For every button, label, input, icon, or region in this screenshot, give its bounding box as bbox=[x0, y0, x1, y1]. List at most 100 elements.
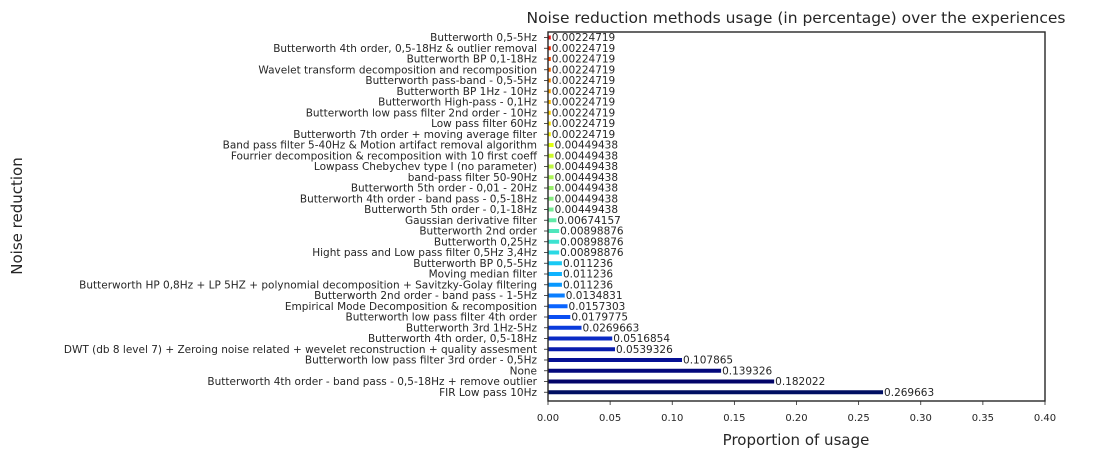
bar bbox=[548, 164, 554, 169]
bar bbox=[548, 46, 551, 51]
value-label: 0.0516854 bbox=[613, 333, 670, 345]
x-tick-label: 0.00 bbox=[537, 413, 559, 424]
value-label: 0.0157303 bbox=[569, 301, 626, 313]
value-labels: 0.002247190.002247190.002247190.00224719… bbox=[552, 32, 934, 399]
bar bbox=[548, 272, 562, 276]
category-label: Butterworth BP 1Hz - 10Hz bbox=[397, 86, 538, 98]
value-label: 0.00224719 bbox=[552, 129, 615, 141]
category-label: FIR Low pass 10Hz bbox=[439, 387, 537, 399]
bar bbox=[548, 35, 551, 40]
bar bbox=[548, 175, 554, 180]
category-label: Wavelet transform decomposition and reco… bbox=[258, 64, 537, 76]
bar bbox=[548, 325, 582, 330]
value-label: 0.00449438 bbox=[555, 161, 618, 173]
bar bbox=[548, 229, 560, 233]
bar bbox=[548, 121, 551, 126]
category-label: Gaussian derivative filter bbox=[405, 215, 538, 227]
category-label: None bbox=[510, 365, 537, 377]
category-label: Butterworth 3rd 1Hz-5Hz bbox=[406, 322, 538, 334]
category-label: Empirical Mode Decomposition & recomposi… bbox=[285, 301, 537, 313]
category-label: Butterworth 7th order + moving average f… bbox=[293, 129, 537, 141]
bar bbox=[548, 196, 554, 201]
x-tick-label: 0.15 bbox=[723, 413, 745, 424]
x-tick-label: 0.40 bbox=[1034, 413, 1056, 424]
category-label: Butterworth low pass filter 4th order bbox=[345, 312, 537, 324]
x-axis-ticks: 0.00 0.05 0.10 0.15 0.20 0.25 0.30 0.35 0.40 bbox=[537, 401, 1056, 424]
bar bbox=[548, 304, 568, 309]
x-axis-title: Proportion of usage bbox=[723, 431, 870, 449]
category-label: Butterworth 5th order - 0,1-18Hz bbox=[364, 204, 537, 216]
value-label: 0.107865 bbox=[683, 355, 733, 367]
chart-title: Noise reduction methods usage (in percen… bbox=[526, 9, 1065, 27]
value-label: 0.011236 bbox=[563, 269, 613, 281]
value-label: 0.00674157 bbox=[557, 215, 620, 227]
category-label: Butterworth BP 0,5-5Hz bbox=[413, 258, 537, 270]
category-label: Band pass filter 5-40Hz & Motion artifac… bbox=[223, 140, 537, 152]
category-label: Moving median filter bbox=[429, 269, 538, 281]
bar bbox=[548, 67, 551, 72]
category-label: Butterworth 5th order - 0,01 - 20Hz bbox=[351, 183, 538, 195]
bar bbox=[548, 282, 562, 287]
value-label: 0.00224719 bbox=[552, 86, 615, 98]
x-tick-label: 0.35 bbox=[972, 413, 994, 424]
category-label: Butterworth 0,5-5Hz bbox=[430, 32, 537, 44]
category-label: Butterworth pass-band - 0,5-5Hz bbox=[365, 75, 537, 87]
x-tick-label: 0.10 bbox=[661, 413, 683, 424]
value-label: 0.269663 bbox=[884, 387, 934, 399]
value-label: 0.0179775 bbox=[571, 312, 628, 324]
bar bbox=[548, 110, 551, 115]
bar bbox=[548, 132, 551, 137]
value-label: 0.00224719 bbox=[552, 43, 615, 55]
value-label: 0.00898876 bbox=[560, 226, 624, 238]
value-label: 0.00449438 bbox=[555, 193, 618, 205]
value-label: 0.00224719 bbox=[552, 118, 615, 130]
x-tick-label: 0.25 bbox=[847, 413, 869, 424]
bar bbox=[548, 250, 560, 255]
value-label: 0.00898876 bbox=[560, 236, 624, 248]
bar bbox=[548, 368, 722, 373]
category-label: DWT (db 8 level 7) + Zeroing noise relat… bbox=[64, 344, 537, 356]
value-label: 0.00224719 bbox=[552, 107, 615, 119]
bar bbox=[548, 218, 557, 223]
bar bbox=[548, 239, 560, 244]
value-label: 0.00224719 bbox=[552, 64, 615, 76]
bar bbox=[548, 100, 551, 104]
bar bbox=[548, 186, 554, 190]
category-label: Butterworth low pass filter 2nd order - … bbox=[306, 107, 538, 119]
category-label: Butterworth 2nd order bbox=[419, 226, 537, 238]
value-label: 0.00224719 bbox=[552, 75, 615, 87]
category-label: Butterworth low pass filter 3rd order - … bbox=[305, 355, 538, 367]
value-label: 0.182022 bbox=[775, 376, 825, 388]
category-label: Hight pass and Low pass filter 0,5Hz 3,4… bbox=[312, 247, 537, 259]
category-label: Butterworth BP 0,1-18Hz bbox=[407, 54, 538, 66]
category-label: Fourrier decomposition & recomposition w… bbox=[231, 150, 538, 162]
bar bbox=[548, 57, 551, 61]
bar bbox=[548, 379, 775, 384]
category-label: Butterworth HP 0,8Hz + LP 5HZ + polynomi… bbox=[79, 279, 537, 291]
x-tick-label: 0.05 bbox=[599, 413, 621, 424]
bar bbox=[548, 315, 571, 319]
bars bbox=[548, 35, 884, 395]
category-label: Low pass filter 60Hz bbox=[431, 118, 537, 130]
value-label: 0.0539326 bbox=[616, 344, 673, 356]
value-label: 0.011236 bbox=[563, 279, 613, 291]
x-tick-label: 0.30 bbox=[910, 413, 932, 424]
value-label: 0.00449438 bbox=[555, 172, 618, 184]
value-label: 0.139326 bbox=[722, 365, 772, 377]
value-label: 0.00224719 bbox=[552, 32, 615, 44]
value-label: 0.00449438 bbox=[555, 204, 618, 216]
category-label: Butterworth 4th order - band pass - 0,5-… bbox=[207, 376, 537, 388]
value-label: 0.00449438 bbox=[555, 140, 618, 152]
category-label: Butterworth 4th order, 0,5-18Hz & outlie… bbox=[273, 43, 537, 55]
y-axis-title: Noise reduction bbox=[8, 157, 26, 274]
value-label: 0.00449438 bbox=[555, 150, 618, 162]
bar bbox=[548, 347, 616, 352]
bar bbox=[548, 336, 613, 341]
value-label: 0.011236 bbox=[563, 258, 613, 270]
bar bbox=[548, 89, 551, 94]
category-label: band-pass filter 50-90Hz bbox=[408, 172, 538, 184]
bar bbox=[548, 153, 554, 158]
value-label: 0.00898876 bbox=[560, 247, 624, 259]
